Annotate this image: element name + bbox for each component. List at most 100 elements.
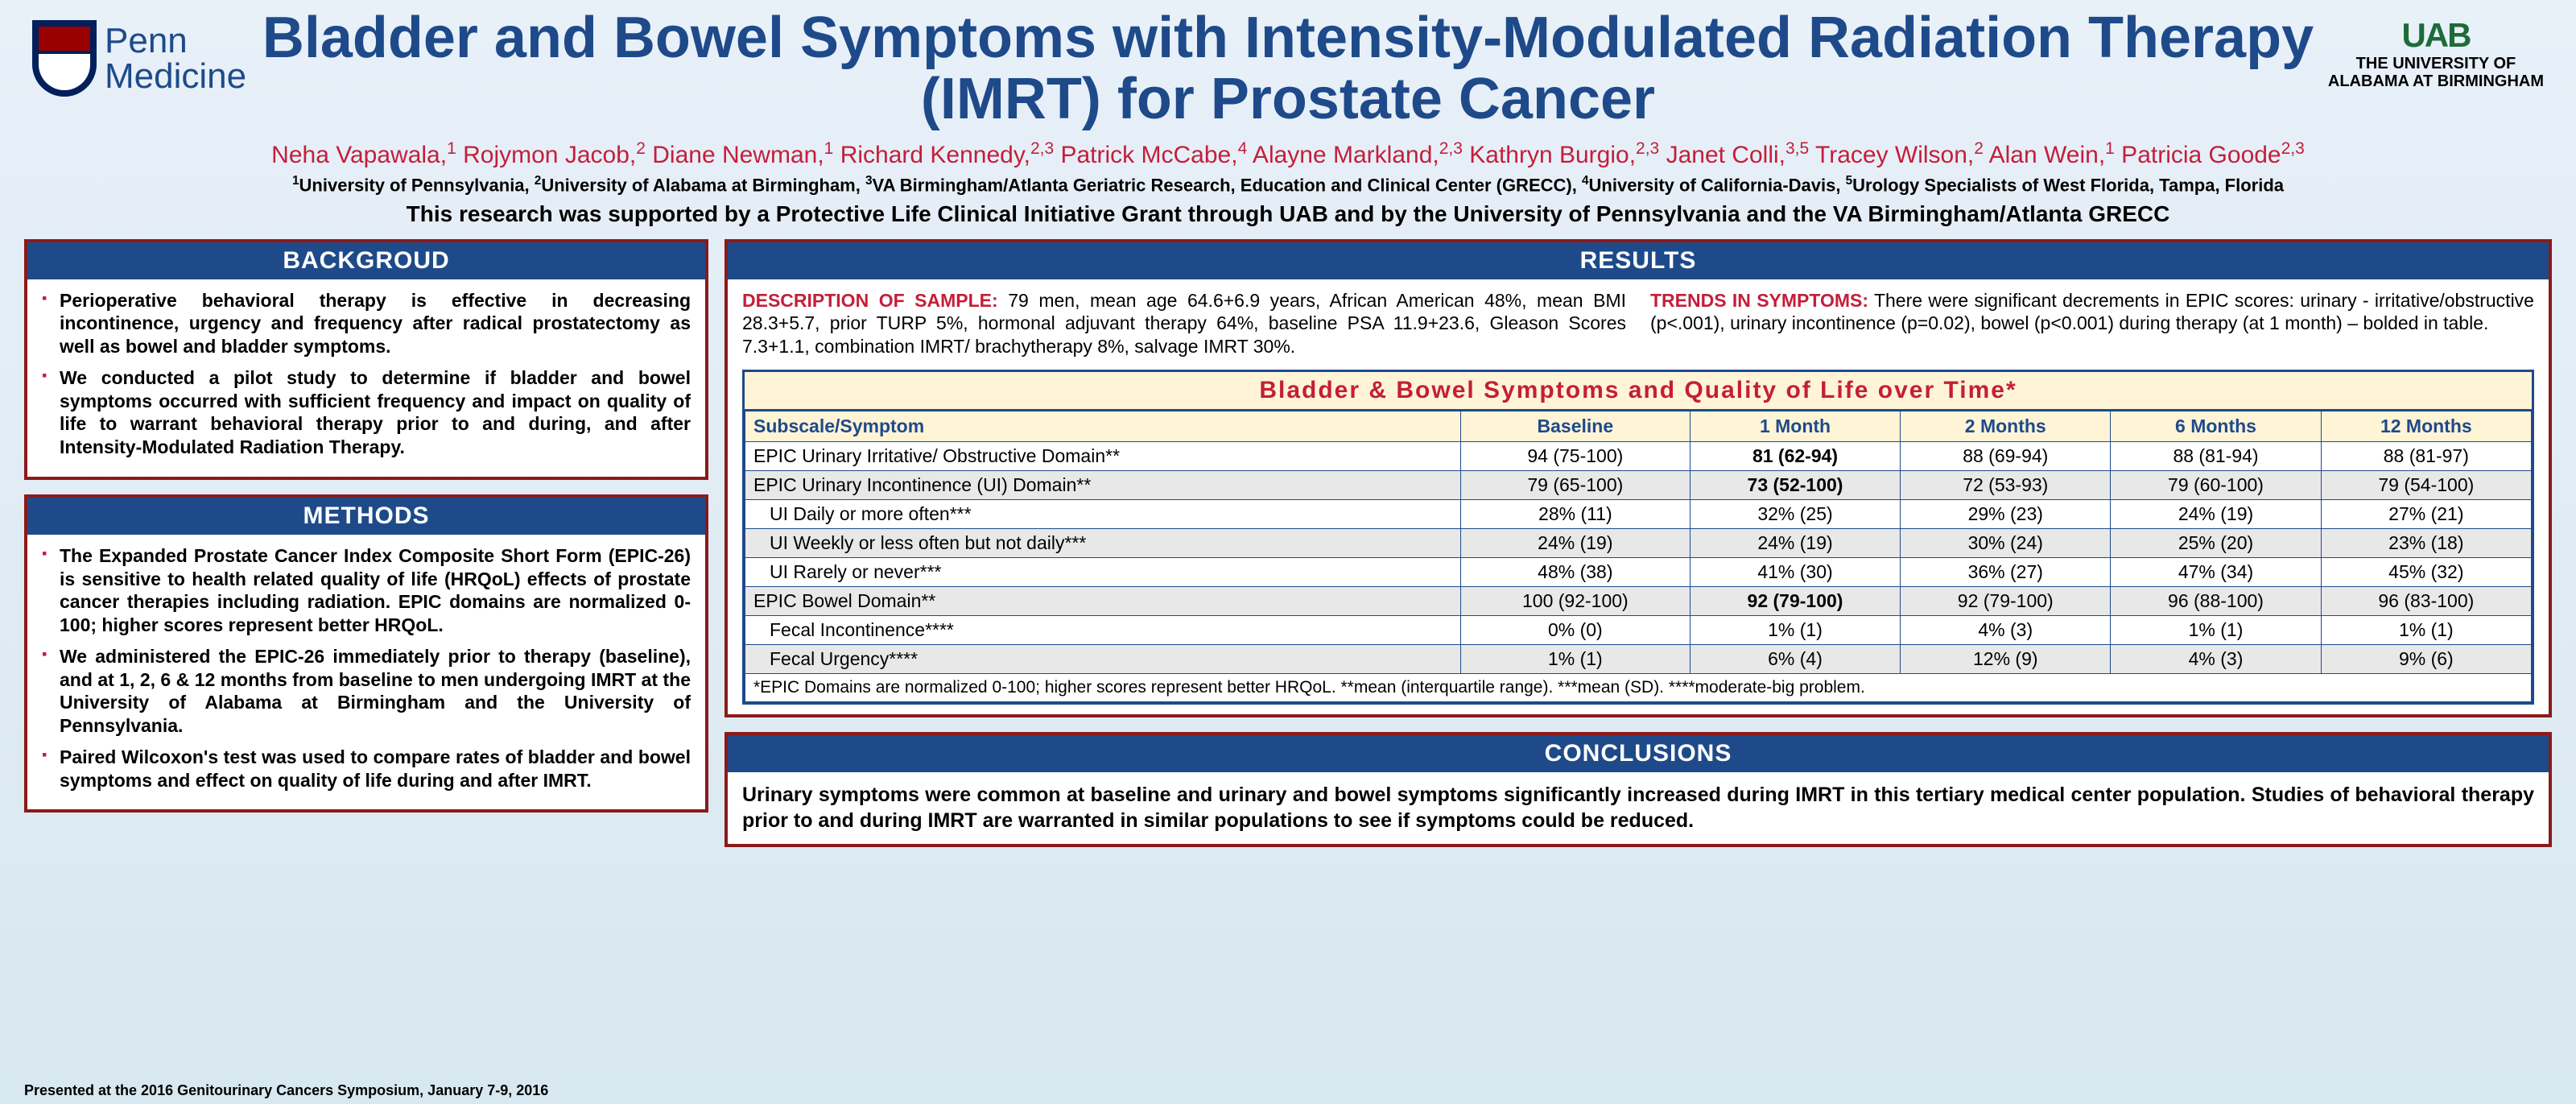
conclusions-box: CONCLUSIONS Urinary symptoms were common… [724,732,2552,847]
desc-label: DESCRIPTION OF SAMPLE: [742,290,998,311]
list-item: We conducted a pilot study to determine … [42,366,691,459]
methods-box: METHODS The Expanded Prostate Cancer Ind… [24,494,708,813]
table-cell: 24% (19) [2111,499,2321,528]
table-cell: 88 (81-97) [2321,441,2531,470]
uab-logo: UAB THE UNIVERSITY OF ALABAMA AT BIRMING… [2328,16,2544,90]
footer-note: Presented at the 2016 Genitourinary Canc… [24,1082,548,1099]
table-cell: 29% (23) [1901,499,2111,528]
table-cell: 4% (3) [2111,644,2321,673]
table-header: Baseline [1460,411,1690,441]
table-cell: 94 (75-100) [1460,441,1690,470]
background-box: BACKGROUD Perioperative behavioral thera… [24,239,708,480]
conclusions-text: Urinary symptoms were common at baseline… [728,772,2549,844]
methods-list: The Expanded Prostate Cancer Index Compo… [42,544,691,792]
background-header: BACKGROUD [27,242,705,279]
right-column: RESULTS DESCRIPTION OF SAMPLE: 79 men, m… [724,239,2552,847]
results-table-wrap: Bladder & Bowel Symptoms and Quality of … [742,370,2534,705]
table-cell: 24% (19) [1690,528,1900,557]
penn-label-2: Medicine [105,59,246,94]
table-row: UI Daily or more often***28% (11)32% (25… [745,499,2532,528]
left-column: BACKGROUD Perioperative behavioral thera… [24,239,708,847]
table-cell: 25% (20) [2111,528,2321,557]
table-cell: 27% (21) [2321,499,2531,528]
table-cell: 9% (6) [2321,644,2531,673]
table-cell: 92 (79-100) [1690,586,1900,615]
row-label: UI Rarely or never*** [745,557,1461,586]
table-cell: 32% (25) [1690,499,1900,528]
table-cell: 79 (60-100) [2111,470,2321,499]
table-title: Bladder & Bowel Symptoms and Quality of … [745,372,2532,411]
row-label: UI Weekly or less often but not daily*** [745,528,1461,557]
row-label: UI Daily or more often*** [745,499,1461,528]
uab-text-2: ALABAMA AT BIRMINGHAM [2328,72,2544,90]
table-header: 6 Months [2111,411,2321,441]
penn-shield-icon [32,20,97,97]
table-cell: 24% (19) [1460,528,1690,557]
results-table: Subscale/SymptomBaseline1 Month2 Months6… [745,411,2532,702]
list-item: The Expanded Prostate Cancer Index Compo… [42,544,691,637]
row-label: Fecal Incontinence**** [745,615,1461,644]
poster-title: Bladder and Bowel Symptoms with Intensit… [32,8,2544,130]
table-cell: 1% (1) [1690,615,1900,644]
table-cell: 96 (83-100) [2321,586,2531,615]
conclusions-header: CONCLUSIONS [728,735,2549,772]
table-cell: 28% (11) [1460,499,1690,528]
table-cell: 72 (53-93) [1901,470,2111,499]
poster-header: Penn Medicine UAB THE UNIVERSITY OF ALAB… [0,0,2576,231]
table-row: EPIC Bowel Domain**100 (92-100)92 (79-10… [745,586,2532,615]
table-cell: 45% (32) [2321,557,2531,586]
penn-label-1: Penn [105,23,246,59]
table-cell: 81 (62-94) [1690,441,1900,470]
row-label: EPIC Urinary Irritative/ Obstructive Dom… [745,441,1461,470]
table-header: 1 Month [1690,411,1900,441]
table-cell: 79 (54-100) [2321,470,2531,499]
table-cell: 48% (38) [1460,557,1690,586]
methods-header: METHODS [27,498,705,535]
table-row: Fecal Urgency****1% (1)6% (4)12% (9)4% (… [745,644,2532,673]
list-item: Paired Wilcoxon's test was used to compa… [42,746,691,792]
table-cell: 92 (79-100) [1901,586,2111,615]
table-cell: 96 (88-100) [2111,586,2321,615]
table-cell: 1% (1) [1460,644,1690,673]
uab-text-1: THE UNIVERSITY OF [2328,55,2544,72]
content-area: BACKGROUD Perioperative behavioral thera… [0,231,2576,847]
table-cell: 88 (69-94) [1901,441,2111,470]
table-cell: 23% (18) [2321,528,2531,557]
table-header: 12 Months [2321,411,2531,441]
table-row: Fecal Incontinence****0% (0)1% (1)4% (3)… [745,615,2532,644]
results-box: RESULTS DESCRIPTION OF SAMPLE: 79 men, m… [724,239,2552,717]
list-item: We administered the EPIC-26 immediately … [42,645,691,738]
table-cell: 36% (27) [1901,557,2111,586]
table-cell: 30% (24) [1901,528,2111,557]
trends-label: TRENDS IN SYMPTOMS: [1650,290,1868,311]
table-cell: 1% (1) [2321,615,2531,644]
table-cell: 6% (4) [1690,644,1900,673]
table-cell: 1% (1) [2111,615,2321,644]
row-label: Fecal Urgency**** [745,644,1461,673]
table-cell: 41% (30) [1690,557,1900,586]
table-row: UI Rarely or never***48% (38)41% (30)36%… [745,557,2532,586]
row-label: EPIC Urinary Incontinence (UI) Domain** [745,470,1461,499]
table-cell: 0% (0) [1460,615,1690,644]
penn-logo: Penn Medicine [32,20,246,97]
list-item: Perioperative behavioral therapy is effe… [42,289,691,358]
affiliations: 1University of Pennsylvania, 2University… [32,174,2544,196]
authors-list: Neha Vapawala,1 Rojymon Jacob,2 Diane Ne… [32,139,2544,169]
table-row: UI Weekly or less often but not daily***… [745,528,2532,557]
table-cell: 4% (3) [1901,615,2111,644]
table-header: Subscale/Symptom [745,411,1461,441]
uab-logo-text: UAB [2328,16,2544,55]
table-footer: *EPIC Domains are normalized 0-100; high… [745,673,2532,701]
table-cell: 100 (92-100) [1460,586,1690,615]
results-header: RESULTS [728,242,2549,279]
results-description: DESCRIPTION OF SAMPLE: 79 men, mean age … [742,289,2534,358]
table-cell: 12% (9) [1901,644,2111,673]
table-cell: 47% (34) [2111,557,2321,586]
table-cell: 79 (65-100) [1460,470,1690,499]
table-header: 2 Months [1901,411,2111,441]
row-label: EPIC Bowel Domain** [745,586,1461,615]
funding-statement: This research was supported by a Protect… [32,201,2544,227]
background-list: Perioperative behavioral therapy is effe… [42,289,691,459]
table-cell: 88 (81-94) [2111,441,2321,470]
table-row: EPIC Urinary Incontinence (UI) Domain**7… [745,470,2532,499]
